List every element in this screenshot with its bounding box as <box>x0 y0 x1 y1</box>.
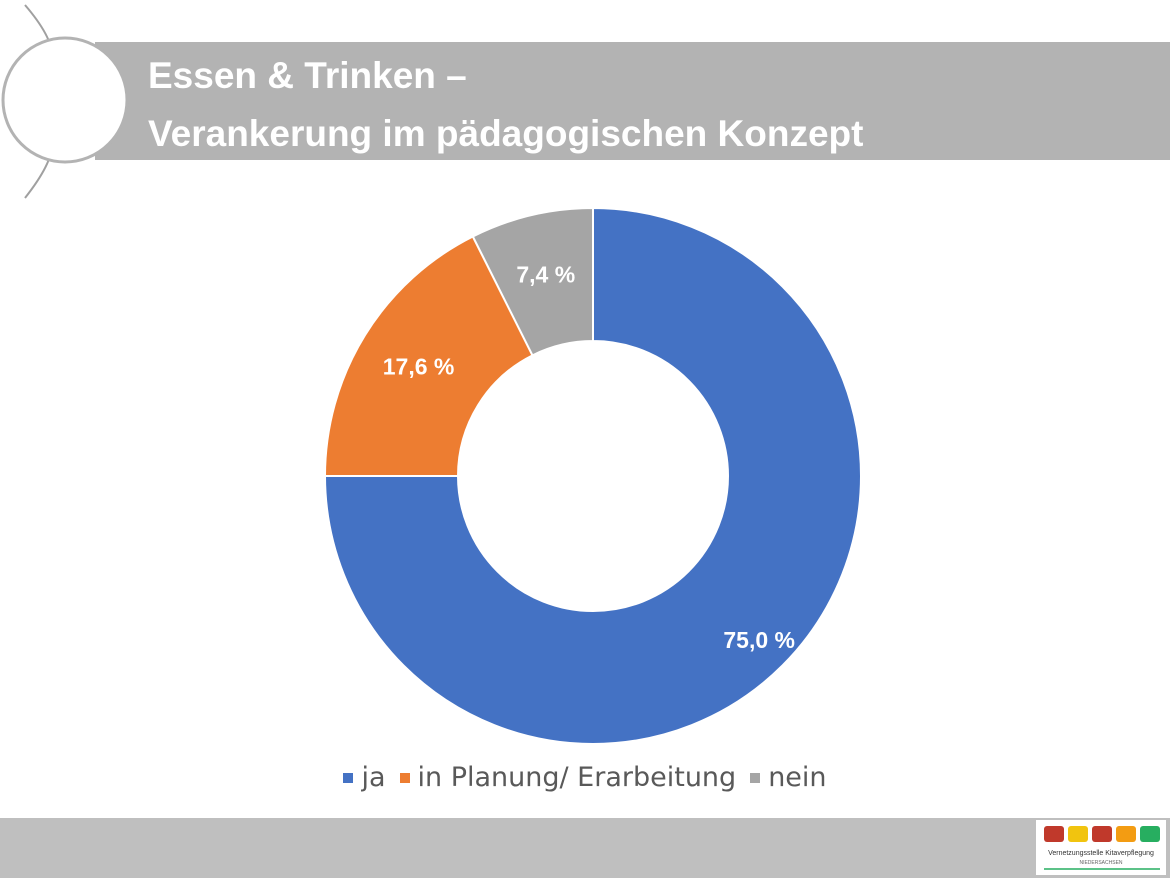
legend-item: in Planung/ Erarbeitung <box>399 762 737 793</box>
legend: ja in Planung/ Erarbeitung nein <box>0 762 1170 793</box>
legend-label: in Planung/ Erarbeitung <box>417 762 737 793</box>
logo-icon <box>1092 826 1112 842</box>
title-line: Essen & Trinken – <box>148 55 467 96</box>
donut-segment <box>323 235 534 477</box>
value-label: 75,0 % <box>723 627 795 653</box>
legend-swatch <box>399 772 410 783</box>
footer-bar <box>0 818 1170 878</box>
value-label: 17,6 % <box>383 353 455 379</box>
logo-text: Vernetzungsstelle Kitaverpflegung <box>1048 850 1154 857</box>
donut-segment <box>471 206 594 357</box>
legend-label: nein <box>768 762 827 793</box>
logo-icon <box>1068 826 1088 842</box>
legend-swatch <box>343 772 354 783</box>
logo-icon <box>1140 826 1160 842</box>
legend-swatch <box>750 772 761 783</box>
donut-segment <box>323 206 862 745</box>
header-bar <box>95 42 1170 160</box>
value-label: 7,4 % <box>516 262 575 288</box>
decor-circle <box>1 36 129 164</box>
logo-icon <box>1044 826 1064 842</box>
legend-item: ja <box>343 762 386 793</box>
legend-label: ja <box>361 762 386 793</box>
logo-icon <box>1116 826 1136 842</box>
legend-item: nein <box>750 762 827 793</box>
title-line: Verankerung im pädagogischen Konzept <box>148 113 863 154</box>
logo-text: NIEDERSACHSEN <box>1079 860 1122 866</box>
